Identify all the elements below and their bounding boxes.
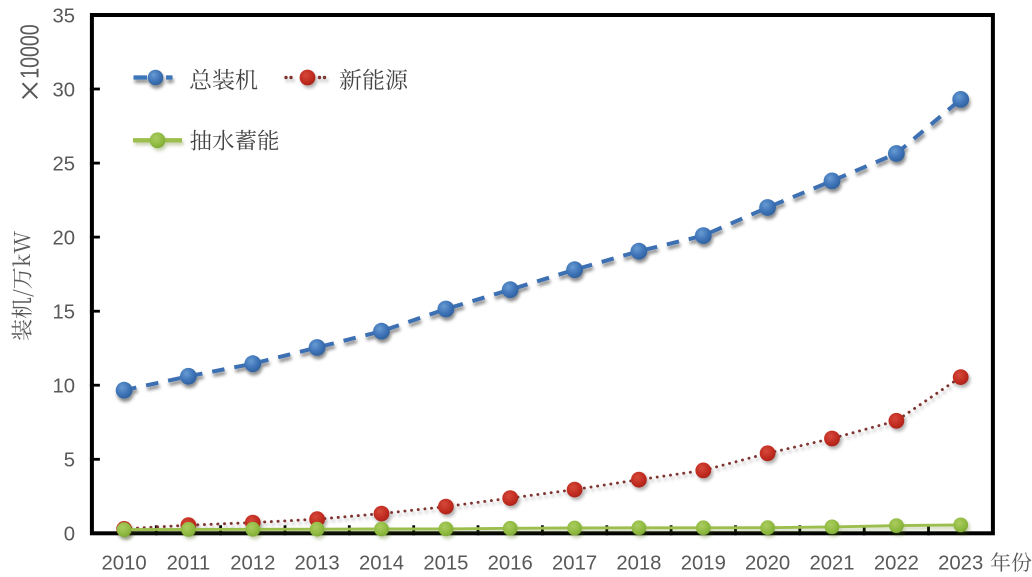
- svg-text:2016: 2016: [488, 553, 533, 575]
- svg-text:20: 20: [52, 227, 75, 249]
- svg-text:5: 5: [64, 450, 75, 472]
- svg-text:10000: 10000: [15, 24, 44, 78]
- svg-text:2012: 2012: [230, 553, 275, 575]
- svg-text:2017: 2017: [552, 553, 597, 575]
- svg-text:10: 10: [52, 376, 75, 398]
- svg-text:2021: 2021: [809, 553, 854, 575]
- svg-text:30: 30: [52, 79, 75, 101]
- svg-text:2022: 2022: [874, 553, 919, 575]
- svg-text:15: 15: [52, 302, 75, 324]
- svg-text:2019: 2019: [681, 553, 726, 575]
- svg-text:35: 35: [52, 5, 75, 27]
- svg-text:2011: 2011: [167, 553, 211, 575]
- svg-text:2018: 2018: [616, 553, 661, 575]
- svg-text:25: 25: [52, 153, 75, 175]
- svg-text:2014: 2014: [359, 553, 404, 575]
- svg-text:2010: 2010: [102, 553, 147, 575]
- svg-text:2015: 2015: [423, 553, 468, 575]
- svg-text:2023: 2023: [938, 553, 983, 575]
- svg-text:2013: 2013: [295, 553, 340, 575]
- svg-text:0: 0: [64, 524, 75, 546]
- svg-text:2020: 2020: [745, 553, 790, 575]
